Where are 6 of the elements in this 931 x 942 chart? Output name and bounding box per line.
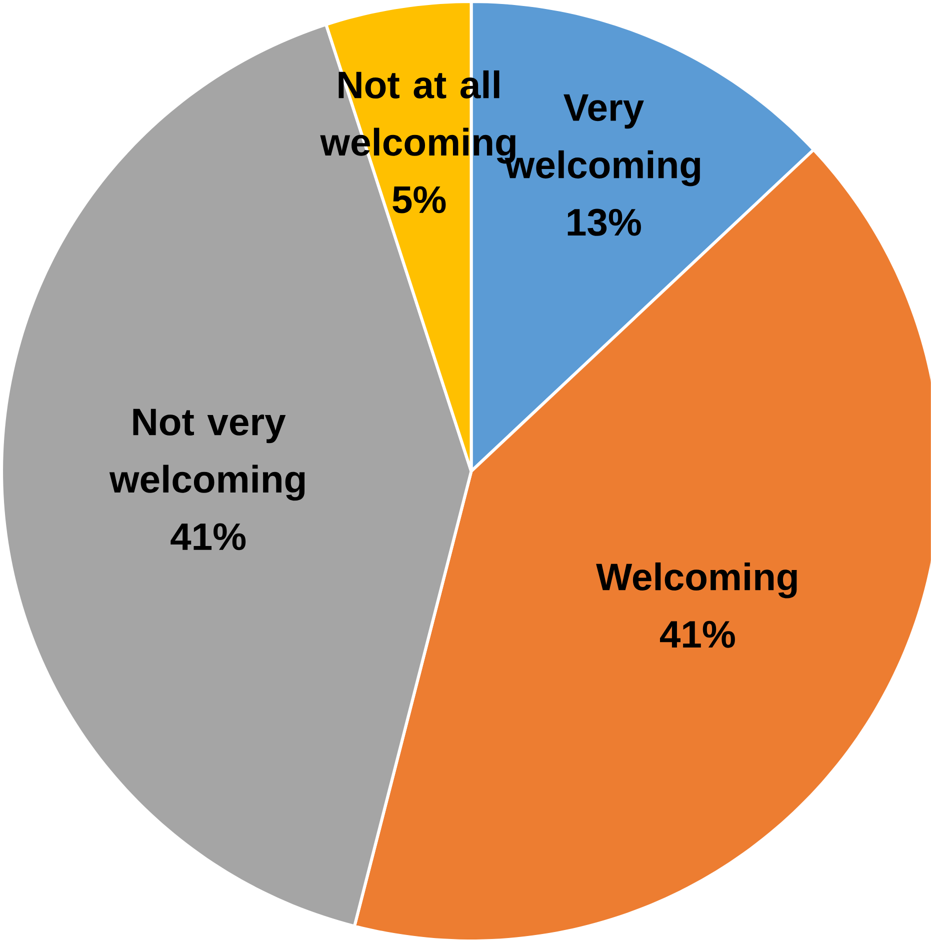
data-label: 5% <box>392 186 446 214</box>
data-label: 41% <box>660 620 735 648</box>
slice-label: Welcoming <box>596 562 797 598</box>
data-label: 41% <box>170 523 246 550</box>
slice-label: Not very welcoming <box>109 408 305 501</box>
data-label: 13% <box>568 208 642 236</box>
